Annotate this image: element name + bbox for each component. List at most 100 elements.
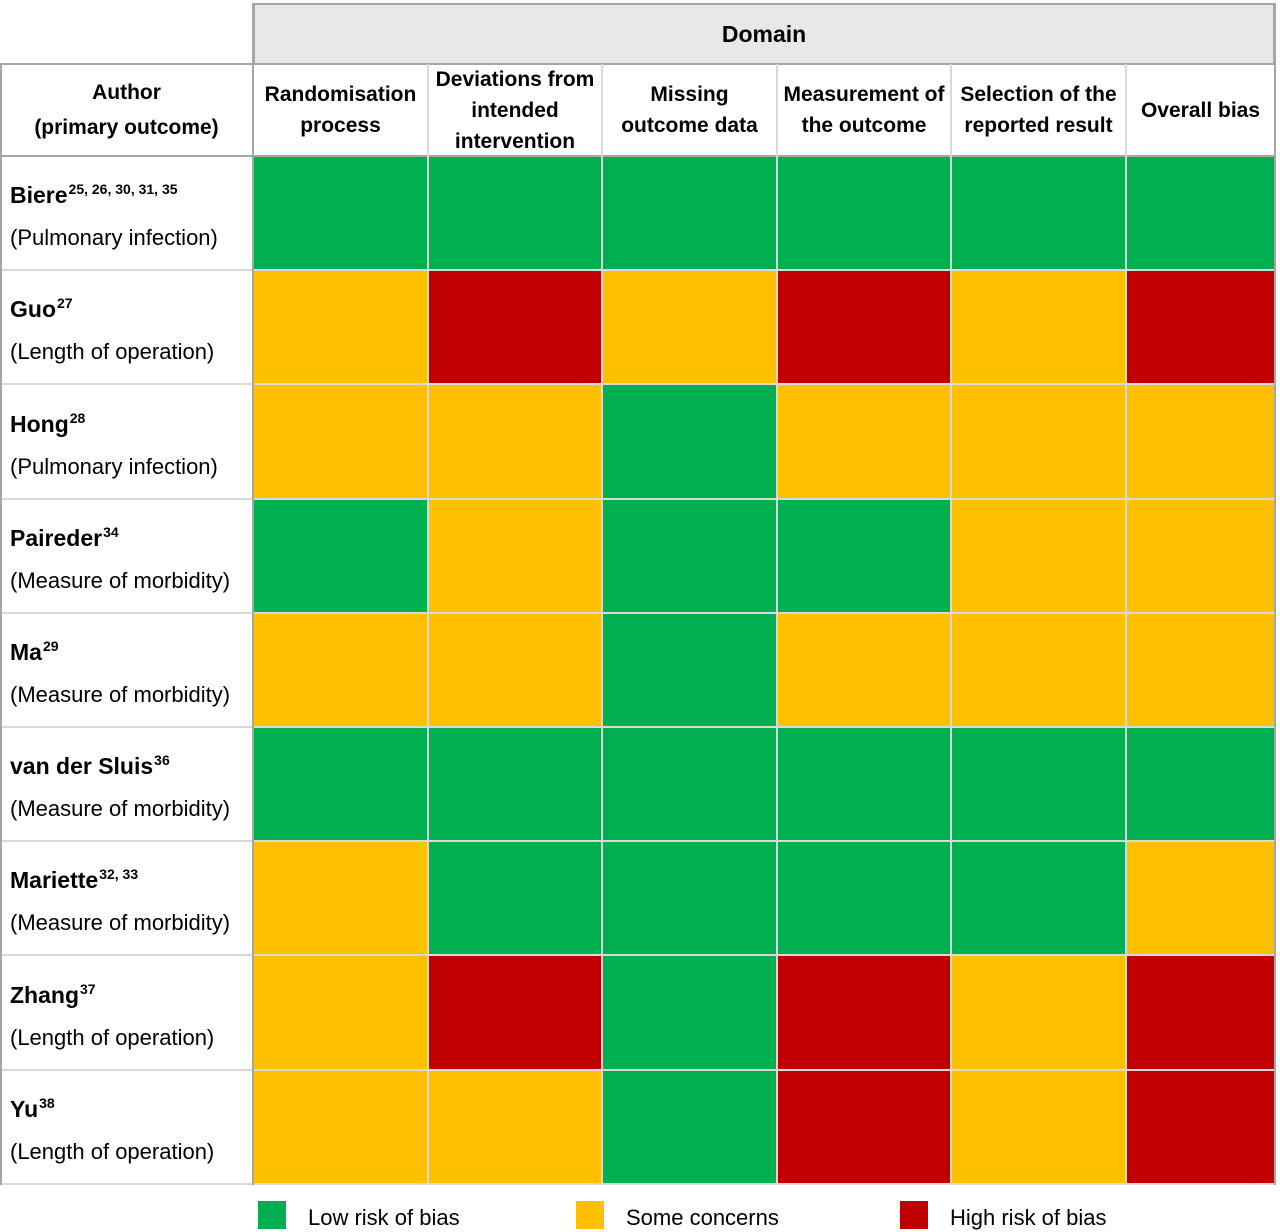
primary-outcome: (Measure of morbidity) <box>10 796 231 821</box>
column-header-3: Missing outcome data <box>602 64 777 156</box>
risk-cell-low <box>602 613 777 727</box>
author-references: 36 <box>154 752 170 768</box>
author-name-text: Ma <box>10 639 42 665</box>
grid-line-vertical <box>0 64 2 1185</box>
risk-cell-some <box>253 841 428 955</box>
author-cell: Paireder34 (Measure of morbidity) <box>0 499 253 613</box>
risk-cell-some <box>951 613 1126 727</box>
risk-of-bias-table: Domain Author (primary outcome) Randomis… <box>0 3 1276 1185</box>
risk-cell-high <box>1126 955 1275 1070</box>
risk-cell-some <box>253 1070 428 1184</box>
legend-item-low: Low risk of bias <box>258 1198 460 1232</box>
author-name-text: van der Sluis <box>10 753 154 779</box>
column-header-label: Measurement of the outcome <box>783 83 945 137</box>
author-references: 37 <box>80 980 96 997</box>
column-header-label: Randomisation process <box>264 83 417 137</box>
legend-swatch <box>900 1201 928 1229</box>
risk-cell-some <box>951 955 1126 1070</box>
risk-cell-low <box>602 499 777 613</box>
risk-cell-some <box>951 499 1126 613</box>
risk-cell-some <box>1126 384 1275 499</box>
primary-outcome: (Length of operation) <box>10 1139 215 1164</box>
author-name: Hong28 <box>10 403 253 439</box>
column-header-1: Randomisation process <box>253 64 428 156</box>
grid-line-horizontal <box>0 1183 1275 1185</box>
primary-outcome: (Measure of morbidity) <box>10 910 231 935</box>
column-header-label: Overall bias <box>1140 98 1261 122</box>
risk-cell-some <box>1126 613 1275 727</box>
column-header-5: Selection of the reported result <box>951 64 1126 156</box>
author-name: Mariette32, 33 <box>10 859 253 895</box>
column-header-4: Measurement of the outcome <box>777 64 951 156</box>
grid-line-horizontal <box>0 954 1275 956</box>
legend-swatch <box>258 1201 286 1229</box>
primary-outcome: (Pulmonary infection) <box>10 453 218 479</box>
risk-cell-some <box>428 384 602 499</box>
risk-cell-low <box>777 727 951 841</box>
domain-header: Domain <box>253 3 1275 64</box>
risk-cell-low <box>428 156 602 270</box>
author-cell: Zhang37 (Length of operation) <box>0 955 253 1070</box>
risk-cell-some <box>253 955 428 1070</box>
grid-line-vertical <box>427 64 429 1185</box>
risk-cell-low <box>253 727 428 841</box>
primary-outcome: (Length of operation) <box>10 339 215 364</box>
author-name-text: Mariette <box>10 867 99 893</box>
risk-cell-low <box>777 841 951 955</box>
author-header-line2: (primary outcome) <box>34 116 219 139</box>
grid-line-horizontal <box>0 612 1275 614</box>
risk-cell-low <box>1126 727 1275 841</box>
risk-cell-some <box>253 613 428 727</box>
risk-cell-high <box>1126 1070 1275 1184</box>
author-cell: Hong28 (Pulmonary infection) <box>0 384 253 499</box>
risk-cell-some <box>428 613 602 727</box>
author-references: 25, 26, 30, 31, 35 <box>68 181 178 197</box>
grid-line-horizontal <box>0 155 1275 157</box>
primary-outcome: (Pulmonary infection) <box>10 225 218 250</box>
risk-cell-low <box>1126 156 1275 270</box>
grid-line-horizontal <box>0 840 1275 842</box>
risk-cell-high <box>777 955 951 1070</box>
legend-item-some: Some concerns <box>576 1198 779 1232</box>
risk-cell-high <box>777 1070 951 1184</box>
column-header-label: Deviations from intended intervention <box>435 67 595 153</box>
legend: Low risk of bias Some concerns High risk o… <box>0 1190 1280 1230</box>
grid-line-horizontal <box>0 269 1275 271</box>
primary-outcome: (Measure of morbidity) <box>10 682 231 707</box>
grid-line-vertical <box>776 64 778 1185</box>
risk-cell-low <box>253 499 428 613</box>
risk-cell-low <box>253 156 428 270</box>
author-name-text: Guo <box>10 296 56 322</box>
grid-line-vertical <box>1274 3 1276 1185</box>
author-header: Author (primary outcome) <box>0 64 253 156</box>
author-references: 38 <box>39 1095 55 1111</box>
risk-cell-some <box>253 270 428 384</box>
grid-line-vertical <box>601 64 603 1185</box>
author-cell: Mariette32, 33 (Measure of morbidity) <box>0 841 253 955</box>
risk-cell-some <box>1126 841 1275 955</box>
risk-cell-some <box>428 499 602 613</box>
primary-outcome: (Measure of morbidity) <box>10 568 231 593</box>
grid-line-vertical <box>950 64 952 1185</box>
risk-cell-high <box>1126 270 1275 384</box>
primary-outcome: (Length of operation) <box>10 1024 215 1050</box>
risk-cell-some <box>428 1070 602 1184</box>
domain-header-label: Domain <box>721 21 807 47</box>
author-name-text: Paireder <box>10 525 103 551</box>
risk-cell-some <box>951 270 1126 384</box>
risk-cell-high <box>428 955 602 1070</box>
risk-cell-low <box>951 727 1126 841</box>
risk-cell-low <box>602 1070 777 1184</box>
author-cell: van der Sluis36 (Measure of morbidity) <box>0 727 253 841</box>
grid-line-horizontal <box>0 383 1275 385</box>
grid-line-horizontal <box>0 1069 1275 1071</box>
author-header-line1: Author <box>92 81 161 104</box>
legend-label: Some concerns <box>626 1205 779 1230</box>
risk-cell-low <box>428 727 602 841</box>
column-header-label: Missing outcome data <box>621 83 758 137</box>
risk-cell-high <box>777 270 951 384</box>
author-name: Ma29 <box>10 631 253 667</box>
risk-cell-some <box>777 384 951 499</box>
author-name-text: Yu <box>10 1096 39 1122</box>
author-name: Zhang37 <box>10 974 253 1010</box>
